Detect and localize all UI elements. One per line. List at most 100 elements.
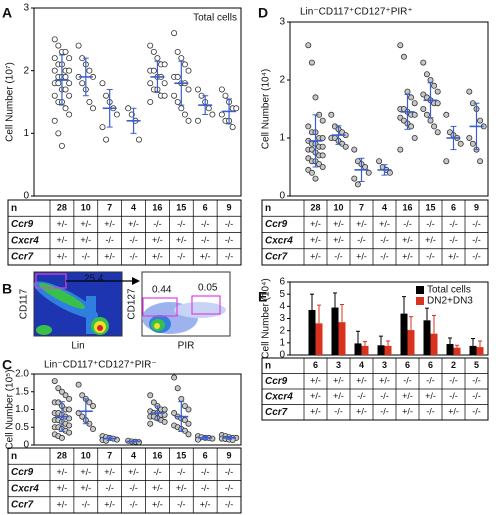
density bbox=[36, 325, 52, 335]
data-point bbox=[161, 80, 168, 87]
data-point bbox=[147, 392, 154, 399]
table-cell: +/- bbox=[128, 467, 139, 477]
table-cell: 28 bbox=[57, 451, 67, 461]
table-cell: -/- bbox=[380, 391, 389, 401]
data-point bbox=[181, 402, 188, 409]
data-point bbox=[62, 48, 69, 55]
table-cell: -/- bbox=[449, 391, 458, 401]
table-cell: -/- bbox=[403, 219, 412, 229]
y-tick-label: 3 bbox=[23, 3, 29, 14]
table-cell: 4 bbox=[131, 451, 136, 461]
data-point bbox=[174, 48, 181, 55]
table-cell: -/- bbox=[225, 219, 234, 229]
y-tick-label: 4 bbox=[279, 301, 285, 312]
data-point bbox=[443, 111, 450, 118]
table-cell: 9 bbox=[227, 203, 232, 213]
data-point bbox=[319, 117, 326, 124]
bar bbox=[315, 323, 323, 355]
data-point bbox=[66, 429, 73, 436]
table-cell: 15 bbox=[425, 203, 435, 213]
table-row-name: Ccr7 bbox=[265, 252, 288, 263]
y-tick-label: 2 bbox=[279, 325, 285, 336]
data-point bbox=[79, 413, 86, 420]
table-cell: +/- bbox=[310, 235, 321, 245]
table-cell: -/- bbox=[334, 251, 343, 261]
table-cell: -/- bbox=[129, 251, 138, 261]
bar bbox=[354, 343, 362, 355]
data-point bbox=[194, 117, 201, 124]
data-point bbox=[103, 92, 110, 99]
table-cell: 4 bbox=[359, 360, 364, 370]
table-cell: +/- bbox=[310, 219, 321, 229]
density bbox=[154, 323, 160, 329]
table-cell: 10 bbox=[333, 203, 343, 213]
table-cell: 10 bbox=[81, 203, 91, 213]
data-point bbox=[51, 92, 58, 99]
table-cell: 3 bbox=[382, 360, 387, 370]
table-cell: +/- bbox=[176, 235, 187, 245]
table-cell: 3 bbox=[336, 360, 341, 370]
bar bbox=[400, 313, 408, 355]
axis-label: Lin bbox=[71, 341, 84, 352]
table-cell: 4 bbox=[382, 203, 387, 213]
data-point bbox=[420, 59, 427, 66]
data-point bbox=[312, 175, 319, 182]
y-tick-label: 0 bbox=[279, 191, 285, 202]
table-cell: +/- bbox=[176, 483, 187, 493]
table-row-name: Ccr9 bbox=[11, 467, 34, 478]
data-point bbox=[342, 143, 349, 150]
y-tick-label: 6 bbox=[279, 277, 285, 288]
data-point bbox=[434, 100, 441, 107]
table-row-name: Ccr9 bbox=[11, 219, 34, 230]
data-point bbox=[174, 73, 181, 80]
y-tick-label: 1.5 bbox=[15, 386, 29, 397]
data-point bbox=[397, 146, 404, 153]
data-point bbox=[423, 111, 430, 118]
bar bbox=[384, 345, 392, 355]
gate-value: 25.4 bbox=[84, 274, 104, 285]
data-point bbox=[469, 140, 476, 147]
data-point bbox=[99, 124, 106, 131]
table-cell: 9 bbox=[474, 203, 479, 213]
data-point bbox=[161, 61, 168, 68]
data-point bbox=[457, 140, 464, 147]
data-point bbox=[90, 402, 97, 409]
table-cell: -/- bbox=[105, 483, 114, 493]
table-cell: -/- bbox=[201, 219, 210, 229]
y-tick-label: 2 bbox=[23, 65, 29, 76]
table-row-name: n bbox=[11, 451, 17, 462]
data-point bbox=[319, 134, 326, 141]
gate-value: 0.05 bbox=[198, 283, 218, 294]
table-cell: +/- bbox=[152, 235, 163, 245]
table-cell: 4 bbox=[131, 203, 136, 213]
panel-letter: A bbox=[2, 5, 12, 21]
data-point bbox=[178, 105, 185, 112]
table-cell: 6 bbox=[405, 360, 410, 370]
data-point bbox=[218, 111, 225, 118]
table-cell: +/- bbox=[379, 376, 390, 386]
table-cell: +/- bbox=[402, 251, 413, 261]
data-point bbox=[55, 399, 62, 406]
table-cell: 16 bbox=[152, 451, 162, 461]
bar bbox=[469, 345, 477, 355]
data-point bbox=[434, 88, 441, 95]
table-row-name: Cxcr4 bbox=[265, 391, 293, 402]
bar bbox=[361, 345, 369, 355]
table-cell: +/- bbox=[448, 251, 459, 261]
plot-frame bbox=[289, 21, 489, 197]
data-point bbox=[411, 111, 418, 118]
bar bbox=[377, 345, 385, 355]
table-cell: -/- bbox=[472, 219, 481, 229]
data-point bbox=[147, 99, 154, 106]
data-point bbox=[171, 374, 178, 381]
data-point bbox=[113, 111, 120, 118]
data-point bbox=[51, 36, 58, 43]
table-cell: -/- bbox=[153, 219, 162, 229]
table-cell: +/- bbox=[402, 391, 413, 401]
data-point bbox=[66, 92, 73, 99]
table-cell: +/- bbox=[356, 219, 367, 229]
table-cell: +/- bbox=[379, 219, 390, 229]
y-tick-label: 5 bbox=[279, 289, 285, 300]
data-point bbox=[434, 129, 441, 136]
data-point bbox=[185, 431, 192, 438]
